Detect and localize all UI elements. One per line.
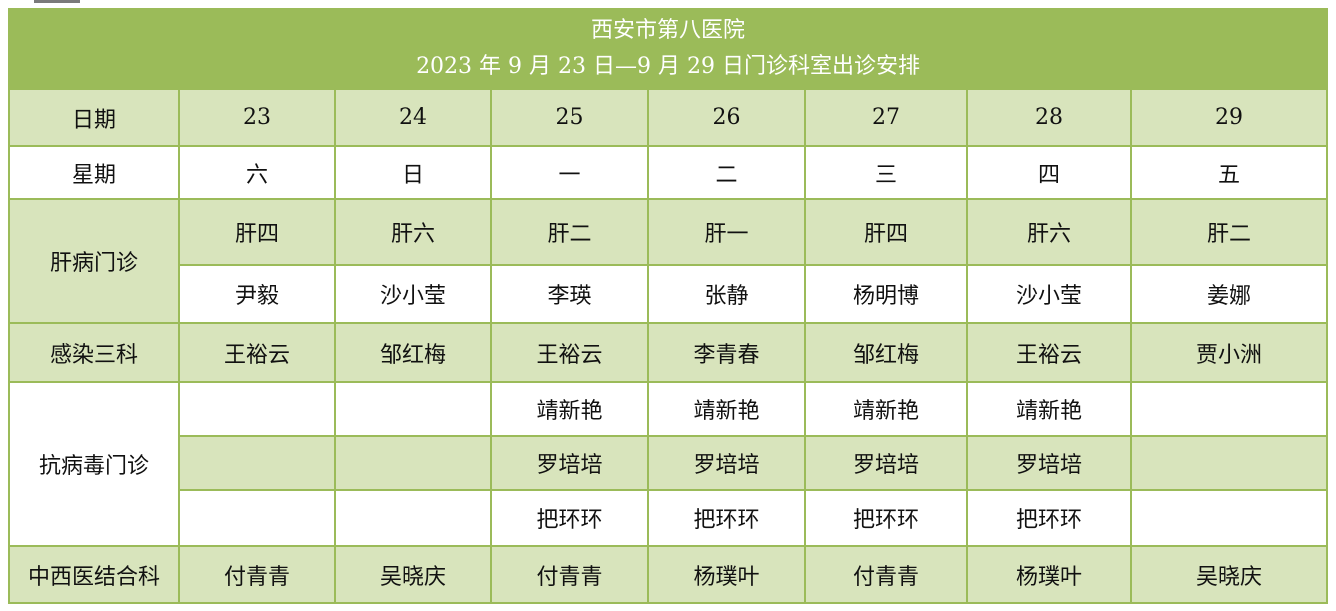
ward-cell: 肝六 (966, 198, 1132, 266)
doctor-cell: 把环环 (804, 489, 968, 547)
antiviral-row: 抗病毒门诊 靖新艳 靖新艳 靖新艳 靖新艳 (8, 381, 1329, 547)
ward-cell: 肝四 (804, 198, 968, 266)
weekday-cell: 二 (647, 145, 806, 200)
date-cell: 24 (334, 88, 492, 147)
infection-dept-label: 感染三科 (8, 322, 180, 383)
doctor-cell: 姜娜 (1129, 264, 1329, 324)
weekday-cell: 一 (490, 145, 649, 200)
schedule-container: 西安市第八医院 2023 年 9 月 23 日—9 月 29 日门诊科室出诊安排… (7, 8, 1329, 604)
doctor-cell: 杨璞叶 (966, 545, 1132, 604)
tcm-row: 中西医结合科 付青青 吴晓庆 付青青 杨璞叶 付青青 杨璞叶 吴晓庆 (8, 545, 1329, 604)
doctor-cell: 付青青 (490, 545, 649, 604)
doctor-cell: 靖新艳 (490, 381, 649, 437)
antiviral-clinic-label: 抗病毒门诊 (8, 381, 180, 547)
doctor-cell (178, 381, 336, 437)
doctor-cell: 吴晓庆 (334, 545, 492, 604)
ward-cell: 肝六 (334, 198, 492, 266)
doctor-cell: 杨明博 (804, 264, 968, 324)
doctor-cell (178, 435, 336, 491)
date-cell: 28 (966, 88, 1132, 147)
doctor-cell: 李青春 (647, 322, 806, 383)
doctor-cell: 杨璞叶 (647, 545, 806, 604)
doctor-cell: 把环环 (490, 489, 649, 547)
weekday-cell: 日 (334, 145, 492, 200)
date-cell: 27 (804, 88, 968, 147)
table-title: 西安市第八医院 2023 年 9 月 23 日—9 月 29 日门诊科室出诊安排 (7, 8, 1329, 90)
doctor-cell (1129, 435, 1329, 491)
liver-clinic-label: 肝病门诊 (8, 198, 180, 324)
liver-ward-row: 肝病门诊 肝四 肝六 肝二 肝一 肝四 肝六 肝二 (8, 198, 1329, 324)
doctor-cell: 李瑛 (490, 264, 649, 324)
ward-cell: 肝二 (1129, 198, 1329, 266)
doctor-cell: 把环环 (647, 489, 806, 547)
doctor-cell: 靖新艳 (966, 381, 1132, 437)
title-row: 西安市第八医院 2023 年 9 月 23 日—9 月 29 日门诊科室出诊安排 (7, 8, 1329, 90)
date-label: 日期 (8, 88, 180, 147)
doctor-cell (178, 489, 336, 547)
doctor-cell: 罗培培 (647, 435, 806, 491)
window-edge-mark (34, 0, 80, 3)
doctor-cell (334, 435, 492, 491)
doctor-cell: 王裕云 (966, 322, 1132, 383)
date-row: 日期 23 24 25 26 27 28 29 (8, 88, 1329, 147)
doctor-cell: 邹红梅 (334, 322, 492, 383)
weekday-cell: 三 (804, 145, 968, 200)
date-cell: 25 (490, 88, 649, 147)
doctor-cell: 尹毅 (178, 264, 336, 324)
date-cell: 29 (1129, 88, 1329, 147)
doctor-cell: 靖新艳 (804, 381, 968, 437)
doctor-cell: 付青青 (178, 545, 336, 604)
weekday-cell: 四 (966, 145, 1132, 200)
date-cell: 26 (647, 88, 806, 147)
doctor-cell: 张静 (647, 264, 806, 324)
doctor-cell: 罗培培 (804, 435, 968, 491)
doctor-cell: 付青青 (804, 545, 968, 604)
ward-cell: 肝一 (647, 198, 806, 266)
schedule-period: 2023 年 9 月 23 日—9 月 29 日门诊科室出诊安排 (416, 54, 920, 79)
infection-row: 感染三科 王裕云 邹红梅 王裕云 李青春 邹红梅 王裕云 贾小洲 (8, 322, 1329, 383)
hospital-name: 西安市第八医院 (591, 18, 746, 43)
liver-doctor-row: 尹毅 沙小莹 李瑛 张静 杨明博 沙小莹 姜娜 (9, 264, 1329, 324)
doctor-cell: 贾小洲 (1129, 322, 1329, 383)
weekday-cell: 六 (178, 145, 336, 200)
ward-cell: 肝四 (178, 198, 336, 266)
ward-cell: 肝二 (490, 198, 649, 266)
doctor-cell: 沙小莹 (334, 264, 492, 324)
weekday-cell: 五 (1129, 145, 1329, 200)
doctor-cell: 罗培培 (490, 435, 649, 491)
doctor-cell (1129, 489, 1329, 547)
doctor-cell: 王裕云 (490, 322, 649, 383)
antiviral-row: 把环环 把环环 把环环 把环环 (9, 489, 1329, 547)
antiviral-row: 罗培培 罗培培 罗培培 罗培培 (9, 435, 1329, 491)
doctor-cell: 把环环 (966, 489, 1132, 547)
doctor-cell: 邹红梅 (804, 322, 968, 383)
weekday-label: 星期 (8, 145, 180, 200)
clinic-schedule-table: 西安市第八医院 2023 年 9 月 23 日—9 月 29 日门诊科室出诊安排… (7, 8, 1329, 604)
doctor-cell (334, 381, 492, 437)
doctor-cell: 靖新艳 (647, 381, 806, 437)
doctor-cell: 王裕云 (178, 322, 336, 383)
doctor-cell (334, 489, 492, 547)
doctor-cell: 吴晓庆 (1129, 545, 1329, 604)
doctor-cell: 沙小莹 (966, 264, 1132, 324)
tcm-dept-label: 中西医结合科 (8, 545, 180, 604)
weekday-row: 星期 六 日 一 二 三 四 五 (8, 145, 1329, 200)
date-cell: 23 (178, 88, 336, 147)
doctor-cell: 罗培培 (966, 435, 1132, 491)
doctor-cell (1129, 381, 1329, 437)
